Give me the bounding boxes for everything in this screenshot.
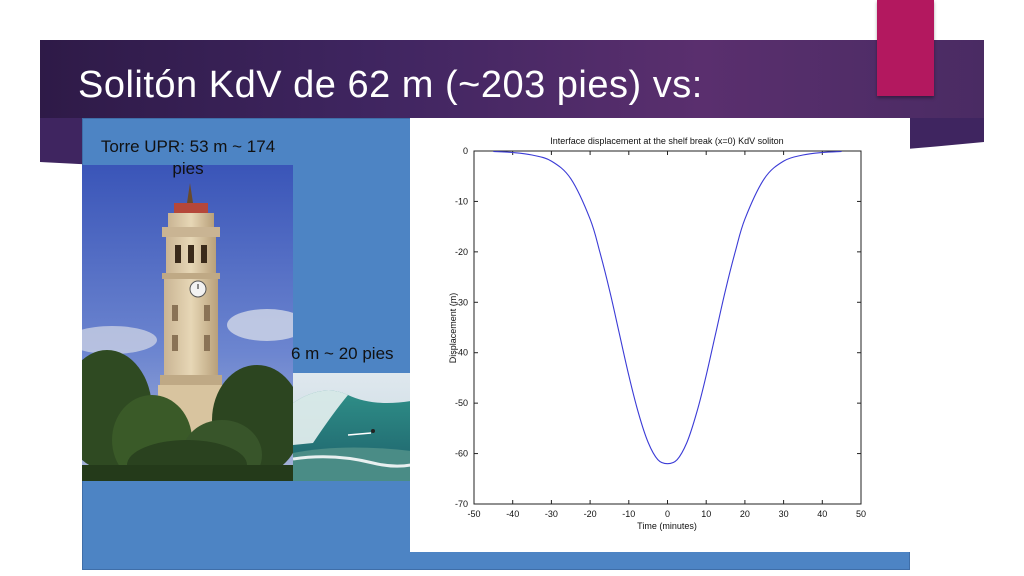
x-tick-label: -50 <box>467 509 480 519</box>
y-tick-label: -30 <box>455 297 468 307</box>
plot-frame <box>473 150 862 505</box>
x-tick-label: 0 <box>665 509 670 519</box>
y-tick-label: -60 <box>455 449 468 459</box>
chart-title: Interface displacement at the shelf brea… <box>550 136 783 146</box>
x-tick-label: 20 <box>740 509 750 519</box>
x-tick-label: 10 <box>701 509 711 519</box>
soliton-chart: Interface displacement at the shelf brea… <box>448 136 866 531</box>
x-tick-label: -30 <box>545 509 558 519</box>
x-tick-label: -40 <box>506 509 519 519</box>
tower-label: Torre UPR: 53 m ~ 174 pies <box>100 137 276 178</box>
y-tick-label: -50 <box>455 398 468 408</box>
clock-tower-photo <box>82 165 293 481</box>
y-tick-label: 0 <box>463 146 468 156</box>
x-tick-label: 40 <box>817 509 827 519</box>
y-tick-label: -40 <box>455 348 468 358</box>
x-tick-label: 50 <box>856 509 866 519</box>
wave-label: 6 m ~ 20 pies <box>291 344 394 363</box>
y-tick-label: -20 <box>455 247 468 257</box>
y-tick-label: -10 <box>455 196 468 206</box>
title-banner <box>40 40 984 124</box>
x-tick-label: -20 <box>584 509 597 519</box>
y-axis-label: Displacement (m) <box>448 293 458 364</box>
x-tick-label: 30 <box>779 509 789 519</box>
accent-tab <box>877 0 934 96</box>
soliton-curve <box>493 150 842 465</box>
y-tick-label: -70 <box>455 499 468 509</box>
x-tick-label: -10 <box>622 509 635 519</box>
surf-wave-photo <box>293 373 411 481</box>
x-axis-label: Time (minutes) <box>637 521 697 531</box>
chart-panel: Interface displacement at the shelf brea… <box>410 118 910 552</box>
slide-title: Solitón KdV de 62 m (~203 pies) vs: <box>78 64 703 106</box>
